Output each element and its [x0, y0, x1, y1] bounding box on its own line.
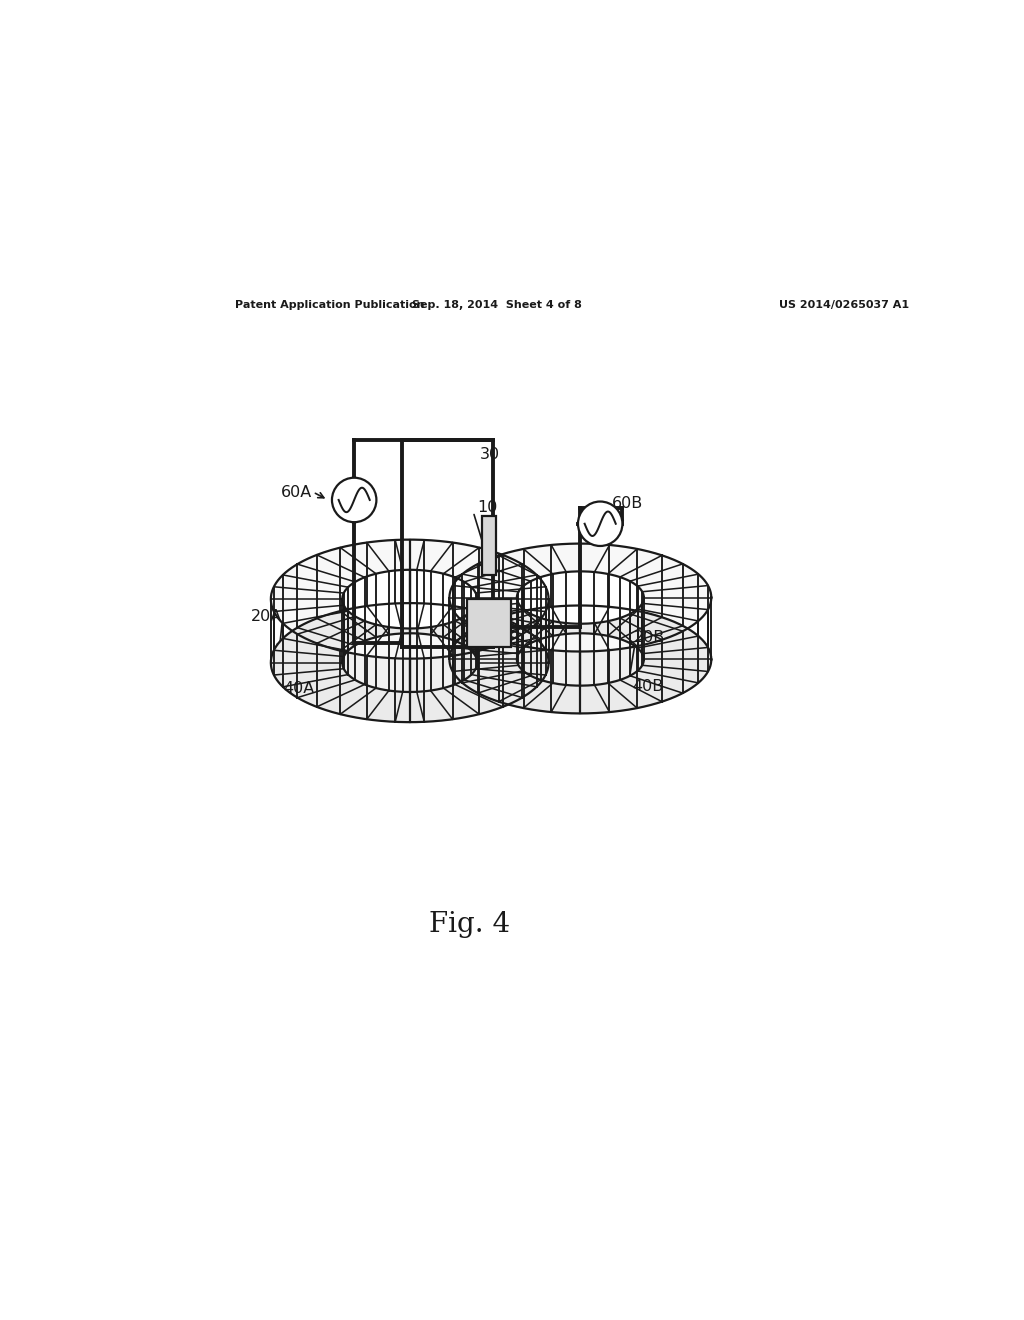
Text: US 2014/0265037 A1: US 2014/0265037 A1: [778, 300, 909, 310]
Text: 30: 30: [479, 447, 500, 462]
Text: 20B: 20B: [634, 630, 666, 644]
Polygon shape: [342, 570, 477, 692]
Text: Sep. 18, 2014  Sheet 4 of 8: Sep. 18, 2014 Sheet 4 of 8: [412, 300, 582, 310]
Polygon shape: [342, 570, 477, 628]
Polygon shape: [450, 606, 712, 713]
Polygon shape: [271, 540, 549, 659]
Text: Patent Application Publication: Patent Application Publication: [236, 300, 425, 310]
Text: 20A: 20A: [251, 609, 283, 624]
Text: 10: 10: [477, 500, 498, 515]
Text: 60B: 60B: [612, 496, 643, 511]
Polygon shape: [450, 544, 712, 652]
Text: 40A: 40A: [283, 681, 314, 697]
Polygon shape: [450, 544, 712, 713]
Bar: [482, 516, 497, 576]
Text: 60A: 60A: [282, 484, 312, 499]
Text: Fig. 4: Fig. 4: [429, 911, 510, 939]
Polygon shape: [517, 572, 644, 624]
Text: 40B: 40B: [632, 678, 664, 694]
Bar: [467, 599, 511, 647]
Circle shape: [332, 478, 377, 523]
Circle shape: [578, 502, 623, 546]
Polygon shape: [270, 540, 549, 722]
Polygon shape: [517, 572, 644, 685]
Polygon shape: [271, 603, 549, 722]
